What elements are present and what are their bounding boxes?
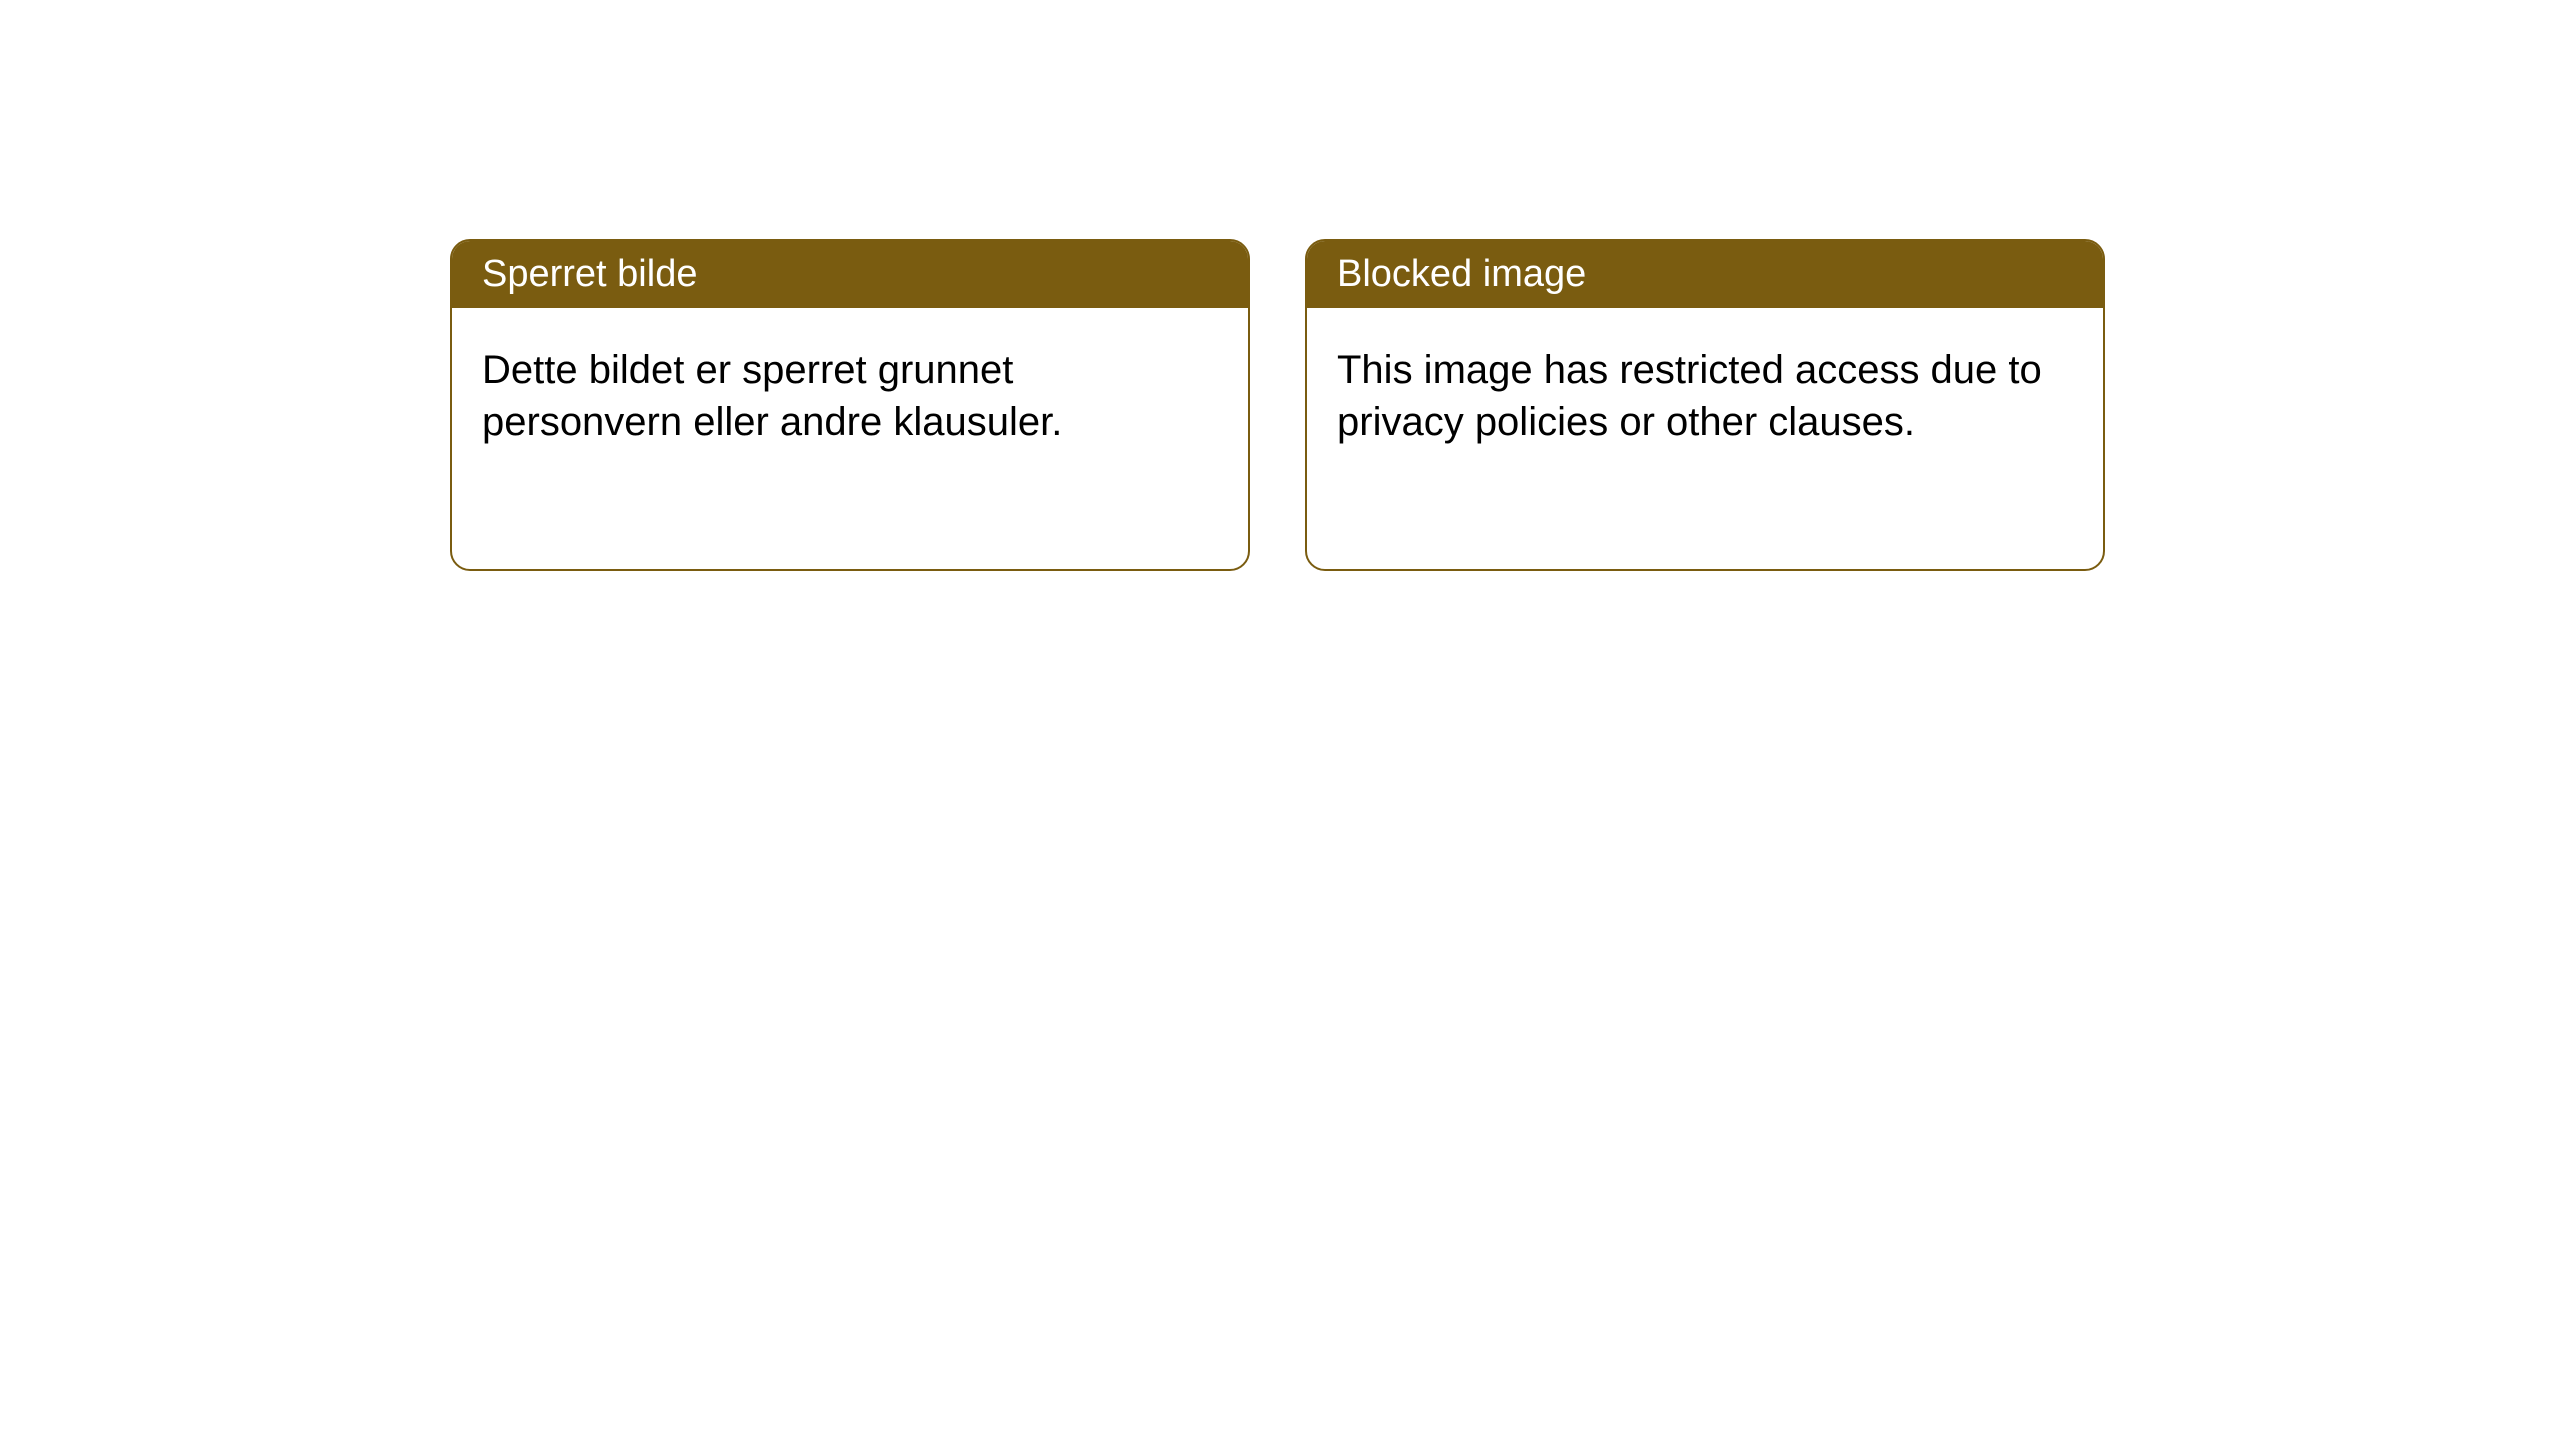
notice-header-norwegian: Sperret bilde — [452, 241, 1248, 308]
notice-header-english: Blocked image — [1307, 241, 2103, 308]
notice-container: Sperret bilde Dette bildet er sperret gr… — [0, 0, 2560, 571]
notice-card-english: Blocked image This image has restricted … — [1305, 239, 2105, 571]
notice-body-norwegian: Dette bildet er sperret grunnet personve… — [452, 308, 1248, 484]
notice-card-norwegian: Sperret bilde Dette bildet er sperret gr… — [450, 239, 1250, 571]
notice-body-english: This image has restricted access due to … — [1307, 308, 2103, 484]
